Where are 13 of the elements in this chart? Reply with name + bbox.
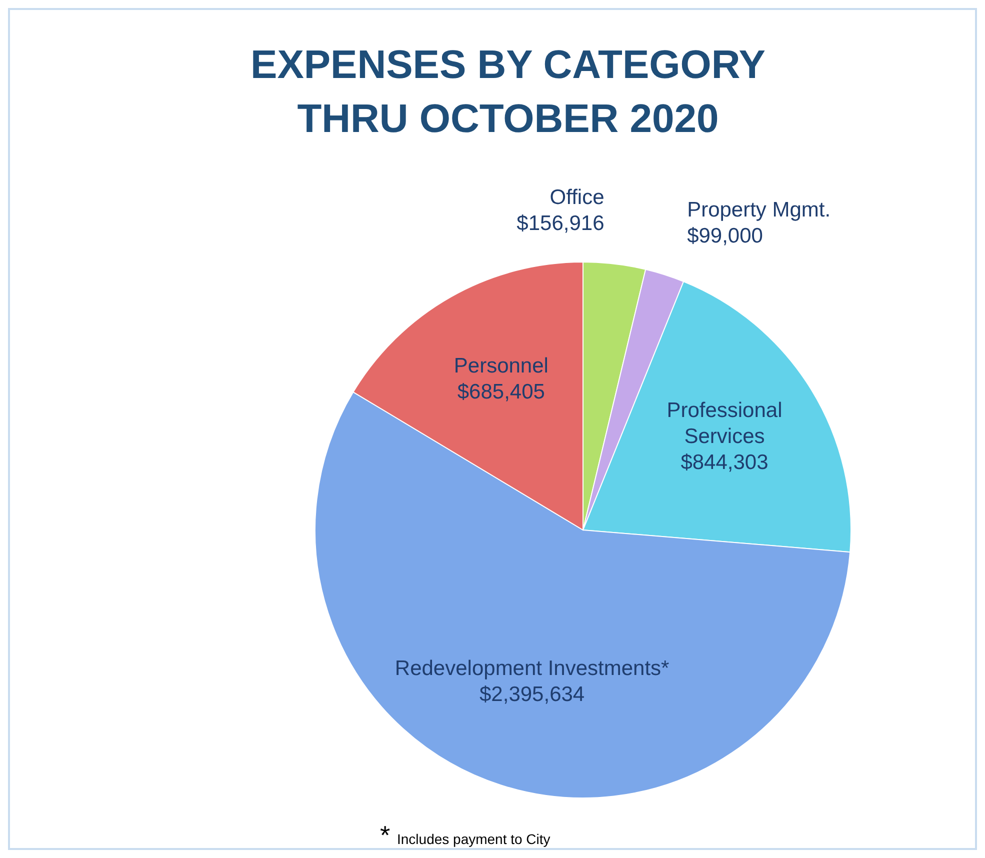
slice-label: Professional Services — [666, 398, 782, 448]
slice-label: Redevelopment Investments* — [394, 657, 670, 680]
data-label: $685,405 — [457, 380, 545, 404]
data-label: $844,303 — [680, 450, 768, 474]
slice-label: Office — [550, 186, 604, 209]
text: * — [380, 820, 390, 850]
chart-title: EXPENSES BY CATEGORY THRU OCTOBER 2020 — [250, 43, 766, 141]
slice-label: Personnel — [454, 354, 548, 378]
data-label: $99,000 — [687, 224, 763, 248]
slice-label: Property Mgmt. — [687, 198, 831, 222]
data-label: $2,395,634 — [479, 683, 585, 706]
text: Includes payment to City — [397, 831, 550, 847]
data-label: $156,916 — [516, 212, 604, 235]
